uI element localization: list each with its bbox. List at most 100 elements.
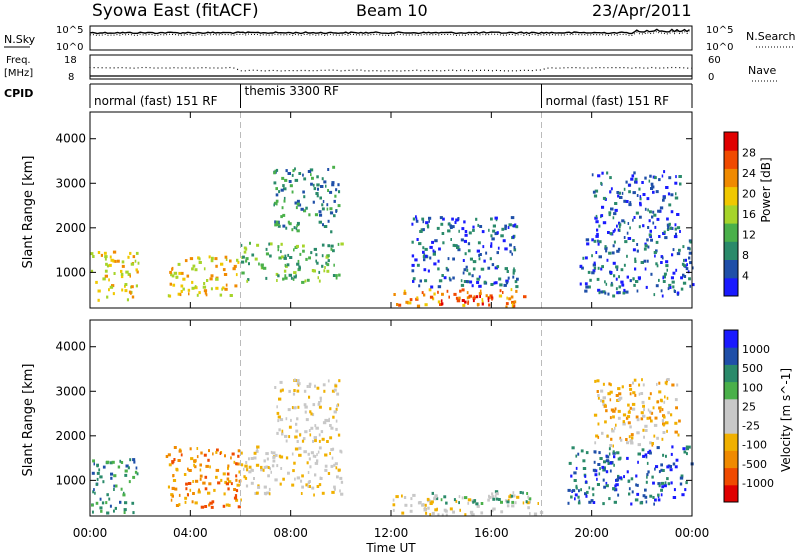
data-cell — [184, 259, 188, 263]
data-cell — [324, 266, 326, 269]
data-cell — [653, 423, 658, 427]
data-cell — [584, 256, 588, 260]
data-cell — [494, 281, 498, 285]
data-cell — [637, 276, 641, 280]
data-cell — [329, 407, 332, 411]
data-cell — [279, 380, 283, 384]
data-cell — [628, 384, 632, 387]
data-cell — [676, 291, 680, 295]
data-cell — [426, 497, 430, 501]
data-cell — [456, 246, 460, 249]
data-cell — [121, 288, 124, 292]
data-cell — [204, 487, 208, 491]
data-cell — [610, 281, 613, 285]
data-cell — [392, 498, 395, 502]
data-cell — [321, 264, 324, 268]
data-cell — [666, 396, 669, 400]
data-cell — [438, 247, 441, 251]
data-cell — [634, 180, 637, 184]
data-cell — [609, 416, 612, 420]
data-cell — [622, 422, 626, 426]
data-cell — [603, 485, 606, 489]
data-cell — [615, 265, 619, 269]
data-cell — [670, 481, 673, 485]
data-cell — [616, 267, 619, 271]
data-cell — [106, 493, 109, 497]
data-cell — [255, 463, 260, 467]
data-cell — [410, 497, 413, 501]
data-cell — [666, 465, 670, 469]
data-cell — [505, 305, 508, 309]
data-cell — [621, 219, 625, 223]
data-cell — [203, 453, 207, 457]
data-cell — [96, 477, 99, 481]
data-cell — [327, 259, 330, 263]
data-cell — [304, 279, 307, 283]
data-cell — [322, 223, 324, 227]
data-cell — [487, 297, 490, 301]
data-cell — [242, 255, 245, 259]
data-cell — [430, 500, 434, 504]
data-cell — [137, 261, 140, 265]
data-cell — [237, 505, 241, 509]
data-cell — [168, 294, 172, 298]
data-cell — [628, 190, 631, 194]
data-cell — [604, 291, 607, 295]
data-cell — [492, 229, 496, 233]
data-cell — [662, 198, 665, 202]
data-cell — [334, 194, 337, 198]
data-cell — [424, 303, 428, 307]
data-cell — [649, 392, 652, 396]
data-cell — [245, 257, 249, 261]
data-cell — [613, 500, 617, 504]
data-cell — [234, 494, 238, 498]
data-cell — [684, 488, 687, 492]
data-cell — [656, 382, 658, 386]
cpid-label: CPID — [4, 87, 33, 100]
data-cell — [631, 407, 636, 411]
data-cell — [120, 269, 123, 273]
data-cell — [645, 500, 648, 504]
data-cell — [131, 285, 134, 289]
data-cell — [281, 255, 284, 259]
colorbar-swatch — [724, 364, 738, 383]
data-cell — [332, 249, 335, 253]
data-cell — [642, 494, 646, 498]
data-cell — [643, 259, 647, 263]
data-cell — [479, 289, 482, 293]
data-cell — [320, 399, 322, 403]
data-cell — [599, 457, 603, 460]
data-cell — [337, 242, 340, 246]
data-cell — [498, 498, 501, 501]
data-cell — [601, 265, 604, 269]
data-cell — [193, 463, 195, 467]
data-cell — [199, 463, 202, 467]
data-cell — [597, 266, 600, 270]
data-cell — [650, 182, 654, 186]
data-cell — [613, 455, 616, 459]
data-cell — [590, 499, 594, 503]
data-cell — [464, 496, 468, 500]
data-cell — [274, 223, 278, 227]
data-cell — [607, 462, 610, 465]
colorbar-swatch — [724, 398, 738, 417]
data-cell — [478, 292, 482, 296]
data-cell — [509, 243, 512, 247]
data-cell — [510, 288, 513, 292]
data-cell — [504, 499, 508, 503]
data-cell — [440, 222, 444, 226]
data-cell — [311, 269, 315, 272]
data-cell — [626, 254, 628, 258]
data-cell — [319, 476, 322, 480]
data-cell — [321, 437, 325, 441]
data-cell — [290, 276, 293, 280]
data-cell — [401, 494, 403, 498]
data-cell — [437, 513, 440, 517]
data-cell — [469, 257, 473, 261]
data-cell — [488, 495, 492, 499]
data-cell — [596, 390, 599, 393]
data-cell — [646, 416, 649, 420]
data-cell — [641, 181, 644, 184]
data-cell — [499, 289, 502, 293]
data-cell — [497, 246, 500, 250]
